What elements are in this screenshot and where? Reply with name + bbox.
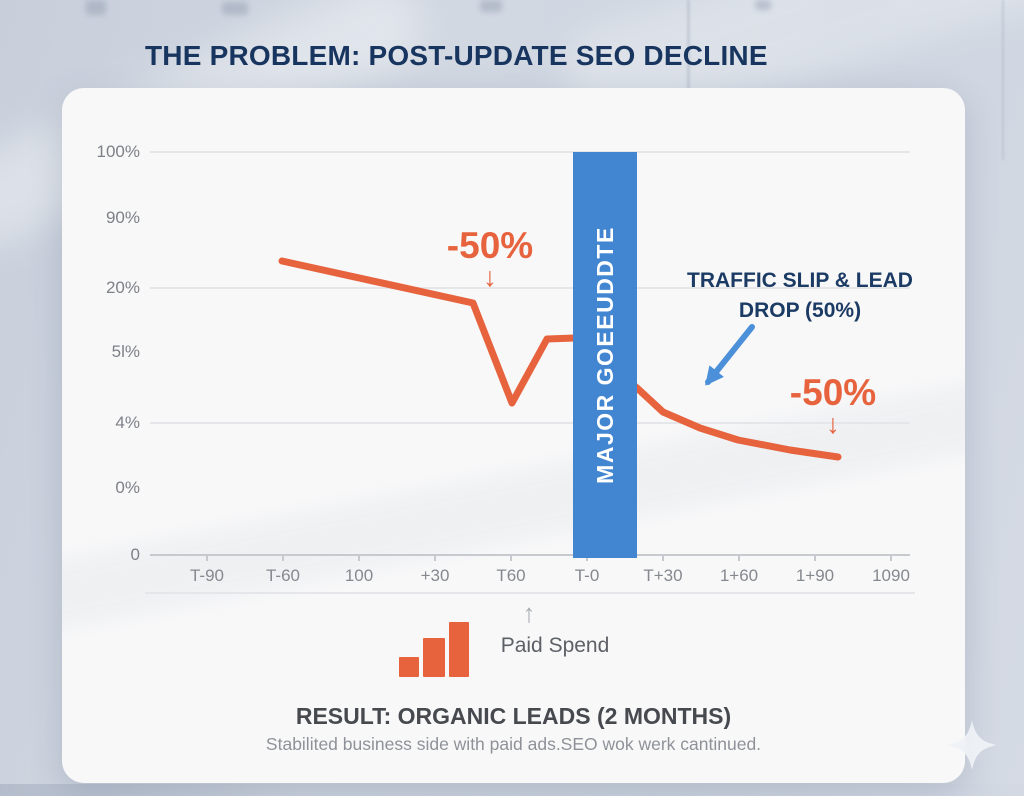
bar-chart-icon-bar <box>449 622 469 677</box>
background-smudge <box>480 0 502 12</box>
background-bottom-shade <box>0 784 1024 796</box>
background-line <box>687 0 690 95</box>
callout-line1: TRAFFIC SLIP & LEAD <box>687 269 913 292</box>
sparkle-icon <box>947 720 997 770</box>
up-arrow-icon: ↑ <box>522 598 536 628</box>
update-band-label: MAJOR GOEEUDDTE <box>591 226 618 484</box>
page-title: THE PROBLEM: POST-UPDATE SEO DECLINE <box>145 40 768 71</box>
bar-chart-icon-bar <box>399 657 419 677</box>
background-smudge <box>755 0 771 10</box>
background-smudge <box>222 2 248 15</box>
callout-line2: DROP (50%) <box>738 299 862 322</box>
down-arrow-icon: ↓ <box>826 409 840 439</box>
chart-svg <box>145 151 915 594</box>
bar-chart-icon-bar <box>423 638 445 677</box>
paid-spend-label: Paid Spend <box>500 634 610 657</box>
drop-annotation-right: -50% ↓ <box>778 372 888 439</box>
result-heading: RESULT: ORGANIC LEADS (2 MONTHS) <box>295 703 732 729</box>
bar-chart-icon <box>399 622 469 677</box>
traffic-slip-callout: TRAFFIC SLIP & LEAD DROP (50%) <box>674 266 926 326</box>
drop-percent-label: -50% <box>789 372 877 413</box>
diagonal-arrow-icon <box>705 324 755 386</box>
drop-percent-label: -50% <box>446 225 534 266</box>
down-arrow-icon: ↓ <box>483 262 497 292</box>
drop-annotation-left: -50% ↓ <box>435 225 545 292</box>
background-line <box>1002 0 1004 160</box>
google-update-band <box>573 152 637 558</box>
chart-card: 100% 90% 20% 5l% 4% 0% 0 T-90 T-60 100 +30 T60 T-0 T+… <box>62 88 965 783</box>
result-subtext: Stabilited business side with paid ads.S… <box>265 734 762 754</box>
background-smudge <box>86 0 106 15</box>
